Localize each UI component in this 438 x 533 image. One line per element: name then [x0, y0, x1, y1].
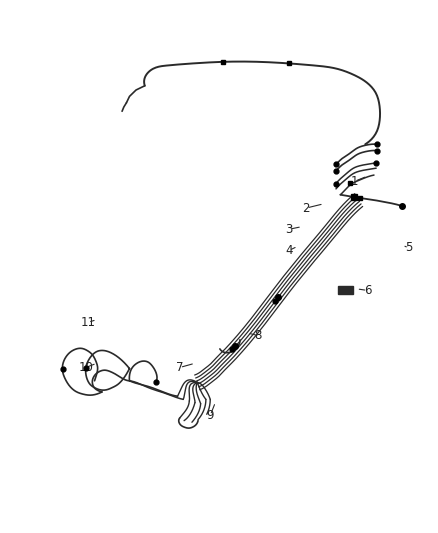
Text: 11: 11	[81, 316, 95, 329]
Bar	[338, 286, 353, 294]
Text: 10: 10	[78, 361, 93, 374]
Text: 8: 8	[254, 329, 262, 342]
Text: 1: 1	[350, 175, 358, 188]
Text: 7: 7	[176, 361, 184, 374]
Text: 2: 2	[303, 201, 310, 214]
Text: 6: 6	[364, 284, 371, 297]
Text: 5: 5	[405, 241, 413, 254]
Text: 4: 4	[285, 244, 293, 257]
Text: 3: 3	[285, 223, 293, 236]
Text: 9: 9	[207, 409, 214, 422]
